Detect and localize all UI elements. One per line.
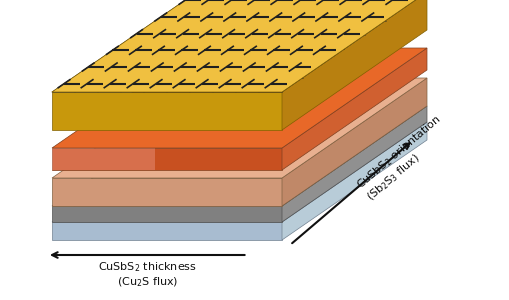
- Polygon shape: [52, 78, 426, 178]
- Polygon shape: [281, 48, 426, 170]
- Text: CuSbS$_2$ orientation
(Sb$_2$S$_3$ flux): CuSbS$_2$ orientation (Sb$_2$S$_3$ flux): [353, 112, 454, 204]
- Polygon shape: [52, 148, 281, 170]
- Polygon shape: [281, 0, 426, 130]
- Polygon shape: [52, 148, 155, 170]
- Polygon shape: [52, 222, 281, 240]
- Polygon shape: [52, 48, 426, 148]
- Polygon shape: [52, 48, 312, 148]
- Polygon shape: [281, 106, 426, 222]
- Text: CuSbS$_2$ thickness
(Cu$_2$S flux): CuSbS$_2$ thickness (Cu$_2$S flux): [98, 260, 196, 290]
- Polygon shape: [52, 92, 281, 130]
- Polygon shape: [52, 122, 426, 222]
- Polygon shape: [281, 122, 426, 240]
- Polygon shape: [281, 78, 426, 206]
- Polygon shape: [52, 0, 426, 92]
- Polygon shape: [52, 206, 281, 222]
- Polygon shape: [52, 106, 426, 206]
- Polygon shape: [52, 178, 281, 206]
